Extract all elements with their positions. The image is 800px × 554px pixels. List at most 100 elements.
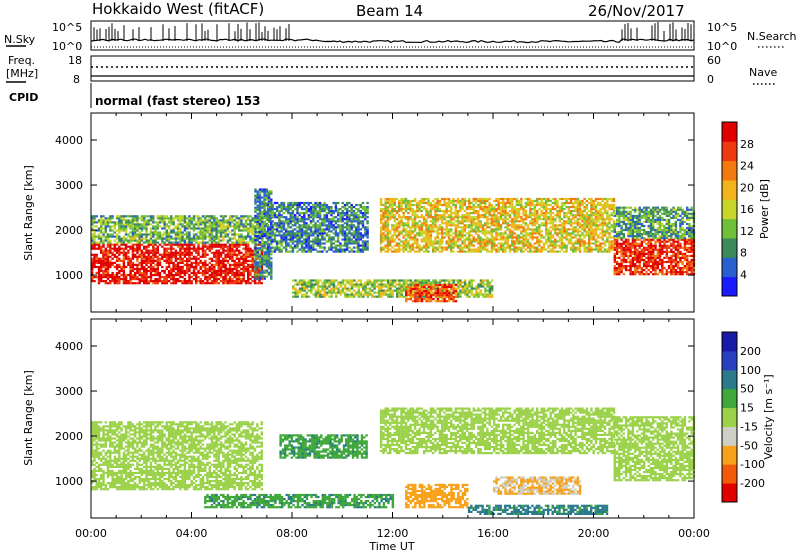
power-cell xyxy=(400,199,403,203)
power-cell xyxy=(204,282,207,285)
power-cell xyxy=(463,224,466,227)
power-cell xyxy=(247,243,250,246)
power-cell xyxy=(420,226,423,229)
power-cell xyxy=(486,206,489,209)
power-cell xyxy=(163,255,166,258)
power-cell xyxy=(398,203,401,207)
power-cell xyxy=(192,271,196,275)
power-cell xyxy=(450,246,453,249)
power-cell xyxy=(261,259,264,262)
power-cell xyxy=(217,245,220,248)
power-cell xyxy=(490,218,494,221)
power-cell xyxy=(102,219,105,222)
power-cell xyxy=(590,230,593,233)
power-cell xyxy=(140,259,144,262)
power-cell xyxy=(261,200,264,203)
power-cell xyxy=(210,237,214,240)
power-cell xyxy=(393,199,396,203)
power-cell xyxy=(219,245,223,248)
power-cell xyxy=(395,248,399,251)
power-cell xyxy=(163,219,166,222)
power-cell xyxy=(282,222,286,225)
power-cell xyxy=(502,244,505,247)
power-cell xyxy=(145,255,148,258)
power-cell xyxy=(289,236,292,239)
power-cell xyxy=(334,226,338,229)
power-cell xyxy=(470,240,473,243)
power-cell xyxy=(163,221,166,224)
power-cell xyxy=(452,216,455,219)
power-cell xyxy=(104,231,107,234)
power-cell xyxy=(156,223,159,226)
power-cell xyxy=(590,218,593,221)
power-cell xyxy=(215,249,218,252)
power-cell xyxy=(520,246,523,249)
power-cell xyxy=(536,212,539,215)
power-cell xyxy=(156,261,159,264)
power-cell xyxy=(515,234,518,237)
power-cell xyxy=(136,229,139,232)
power-cell xyxy=(594,214,598,217)
power-cell xyxy=(136,249,139,252)
power-cell xyxy=(339,216,342,219)
power-cell xyxy=(172,274,175,277)
power-cell xyxy=(244,235,248,238)
power-cell xyxy=(152,251,155,254)
power-cell xyxy=(359,234,362,237)
power-cell xyxy=(263,263,266,266)
power-cell xyxy=(413,199,417,203)
power-cell xyxy=(364,216,367,219)
power-cell xyxy=(235,225,239,228)
power-cell xyxy=(364,228,367,231)
power-cell xyxy=(538,240,541,243)
power-cell xyxy=(393,224,396,227)
power-cell xyxy=(425,244,428,247)
power-cell xyxy=(156,247,159,250)
power-cell xyxy=(445,242,448,245)
power-cell xyxy=(384,224,387,227)
power-cell xyxy=(269,230,272,233)
power-cell xyxy=(422,199,426,203)
power-cell xyxy=(186,282,189,285)
power-cell xyxy=(309,240,313,243)
power-cell xyxy=(493,238,496,241)
power-cell xyxy=(285,238,288,241)
power-cell xyxy=(461,232,464,235)
power-cell xyxy=(400,230,403,233)
power-cell xyxy=(461,197,464,201)
power-cell xyxy=(263,194,266,197)
power-cell xyxy=(106,225,110,228)
power-cell xyxy=(235,241,239,244)
power-cell xyxy=(436,234,439,237)
power-cell xyxy=(359,212,362,215)
power-cell xyxy=(488,208,491,211)
power-cell xyxy=(556,203,559,207)
power-cell xyxy=(95,255,98,258)
power-cell xyxy=(560,240,564,243)
power-cell xyxy=(488,212,491,215)
power-cell xyxy=(102,253,105,256)
power-cell xyxy=(398,232,401,235)
power-cell xyxy=(522,246,525,249)
power-cell xyxy=(565,244,568,247)
power-cell xyxy=(486,216,489,219)
power-cell xyxy=(109,235,112,238)
power-cell xyxy=(407,236,410,239)
power-cell xyxy=(222,257,225,260)
power-cell xyxy=(445,220,448,223)
power-cell xyxy=(254,267,257,270)
power-cell xyxy=(100,215,103,218)
power-cell xyxy=(558,238,561,241)
power-cell xyxy=(147,239,150,242)
power-cell xyxy=(275,228,279,231)
power-cell xyxy=(490,240,494,243)
power-cell xyxy=(404,238,408,241)
power-cell xyxy=(240,280,243,283)
power-cell xyxy=(242,247,245,250)
power-cell xyxy=(111,217,114,220)
power-cell xyxy=(481,201,485,205)
power-cell xyxy=(443,236,446,239)
power-cell xyxy=(120,223,123,226)
power-cell xyxy=(129,231,132,234)
power-cell xyxy=(197,261,200,264)
